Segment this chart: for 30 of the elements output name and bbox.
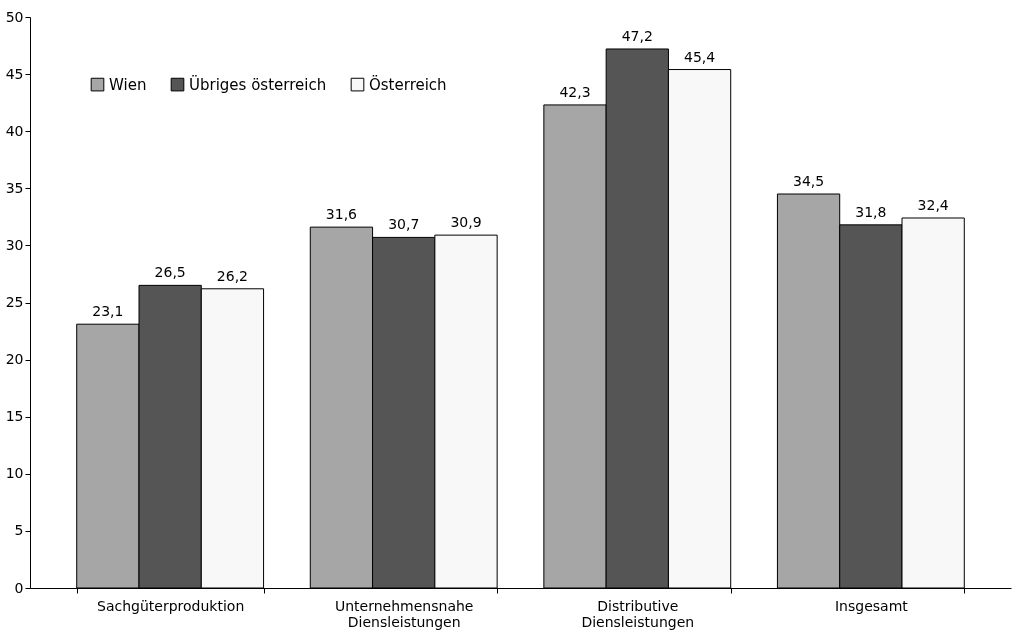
legend-label: Übriges österreich bbox=[189, 74, 327, 94]
x-tick-label: Sachgüterproduktion bbox=[97, 597, 245, 614]
y-tick-label: 20 bbox=[5, 351, 24, 368]
data-label: 31,6 bbox=[325, 206, 358, 223]
data-label: 23,1 bbox=[92, 303, 124, 320]
x-tick-label: Insgesamt bbox=[834, 597, 909, 614]
data-label: 32,4 bbox=[917, 196, 949, 213]
y-tick-label: 50 bbox=[5, 8, 24, 25]
data-label: 45,4 bbox=[683, 48, 716, 65]
y-tick-label: 40 bbox=[5, 122, 24, 139]
y-tick-label: 30 bbox=[5, 236, 24, 253]
legend-label: Österreich bbox=[369, 74, 447, 94]
legend-label: Wien bbox=[109, 75, 147, 94]
y-tick-label: 25 bbox=[5, 294, 24, 310]
data-label: 42,3 bbox=[559, 83, 591, 100]
y-tick-label: 0 bbox=[14, 579, 24, 596]
y-tick-label: 5 bbox=[14, 522, 24, 539]
data-label: 34,5 bbox=[792, 173, 825, 190]
data-label: 47,2 bbox=[621, 27, 653, 44]
y-tick-label: 10 bbox=[5, 465, 24, 482]
x-tick-label: Distributive Diensleistungen bbox=[581, 597, 695, 630]
data-label: 30,9 bbox=[450, 214, 482, 231]
data-label: 31,8 bbox=[855, 203, 887, 220]
y-tick-label: 35 bbox=[5, 179, 24, 196]
data-label: 30,7 bbox=[388, 216, 420, 233]
data-label: 26,2 bbox=[216, 267, 249, 284]
y-tick-label: 45 bbox=[5, 65, 24, 82]
x-tick-label: Unternehmensnahe Diensleistungen bbox=[334, 597, 474, 630]
y-tick-label: 15 bbox=[5, 408, 24, 425]
data-label: 26,5 bbox=[154, 264, 186, 281]
